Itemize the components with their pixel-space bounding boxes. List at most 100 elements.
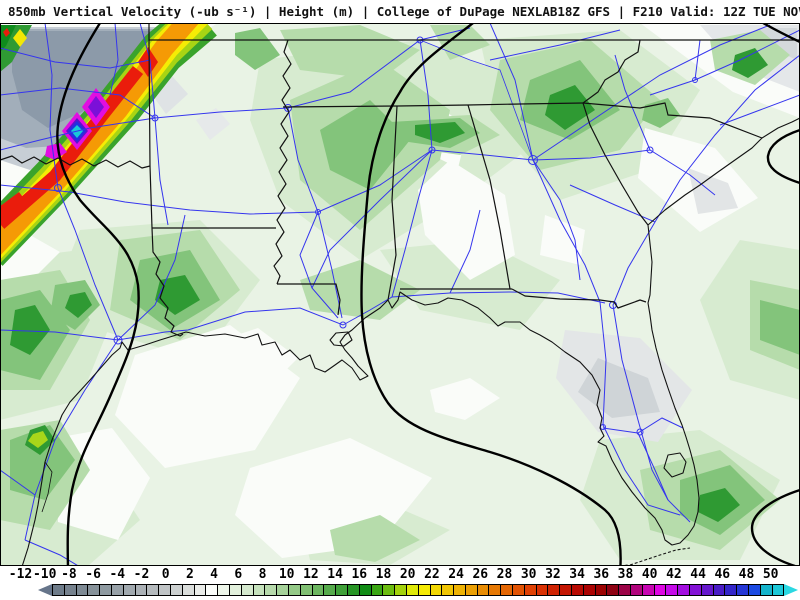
border-ga-fl bbox=[511, 288, 647, 309]
colorbar-cell bbox=[323, 585, 336, 595]
colorbar-cell bbox=[700, 585, 713, 595]
colorbar-tick: 10 bbox=[278, 567, 295, 582]
colorbar-cell bbox=[169, 585, 182, 595]
colorbar-tick: 32 bbox=[545, 567, 561, 582]
border-mississippi-river bbox=[273, 39, 292, 285]
border-nc-sc bbox=[582, 102, 763, 139]
colorbar-cell bbox=[736, 585, 749, 595]
colorbar-tick: 44 bbox=[690, 567, 706, 582]
colorbar-cell bbox=[665, 585, 678, 595]
colorbar-cell bbox=[618, 585, 631, 595]
colorbar-cell bbox=[630, 585, 642, 595]
colorbar-tick: 16 bbox=[351, 567, 368, 582]
colorbar-cell bbox=[653, 585, 666, 595]
colorbar-cell bbox=[63, 585, 76, 595]
lake-pontchartrain bbox=[329, 331, 353, 347]
colorbar-cell bbox=[394, 585, 406, 595]
colorbar-left-arrow bbox=[38, 584, 52, 596]
colorbar-cell bbox=[464, 585, 477, 595]
colorbar-cell bbox=[677, 585, 690, 595]
title-bar: 850mb Vertical Velocity (-ub s⁻¹) | Heig… bbox=[0, 0, 800, 23]
colorbar-area: -12 -10 -8 -6 -4 -2 0 2 4 6 8 10 12 14 16 18 20 22 24 26 28 3… bbox=[0, 566, 800, 600]
colorbar-cell bbox=[453, 585, 465, 595]
border-ga-sc bbox=[582, 102, 649, 226]
colorbar-tick: 34 bbox=[569, 567, 585, 582]
border-ms-al bbox=[387, 105, 398, 301]
colorbar-cell bbox=[500, 585, 513, 595]
colorbar-cell bbox=[689, 585, 701, 595]
border-tx-ok bbox=[0, 155, 151, 169]
colorbar-cell bbox=[99, 585, 111, 595]
colorbar-cell bbox=[122, 585, 135, 595]
colorbar-tick: 20 bbox=[399, 567, 416, 582]
colorbar-cell bbox=[181, 585, 194, 595]
colorbar-tick: 28 bbox=[496, 567, 513, 582]
border-nc-tn bbox=[582, 39, 641, 104]
colorbar-cell bbox=[488, 585, 501, 595]
colorbar-tick: 12 bbox=[303, 567, 319, 582]
colorbar-cell bbox=[405, 585, 418, 595]
vertical-velocity-shading bbox=[0, 0, 800, 573]
colorbar-cell bbox=[264, 585, 277, 595]
colorbar-cell bbox=[582, 585, 595, 595]
colorbar-tick: 2 bbox=[185, 567, 194, 582]
colorbar-cell bbox=[771, 585, 784, 595]
border-la-ms bbox=[277, 283, 341, 316]
colorbar-right-arrow bbox=[784, 584, 798, 596]
colorbar-tick: 8 bbox=[258, 567, 267, 582]
colorbar-cell bbox=[571, 585, 583, 595]
colorbar bbox=[0, 584, 800, 597]
colorbar-tick: 40 bbox=[641, 567, 658, 582]
model-run-valid-time: 18Z GFS | F210 Valid: 12Z TUE NOV 25 202… bbox=[557, 4, 800, 19]
height-contours bbox=[56, 21, 800, 574]
colorbar-cell bbox=[299, 585, 312, 595]
colorbar-cell bbox=[712, 585, 725, 595]
colorbar-tick: 22 bbox=[424, 567, 440, 582]
colorbar-cell bbox=[75, 585, 88, 595]
colorbar-tick: 14 bbox=[327, 567, 343, 582]
colorbar-cell bbox=[358, 585, 371, 595]
border-tx-la bbox=[151, 227, 184, 337]
colorbar-cell bbox=[594, 585, 607, 595]
colorbar-cell bbox=[228, 585, 241, 595]
colorbar-cell bbox=[441, 585, 454, 595]
colorbar-cell bbox=[641, 585, 654, 595]
strong-lift-band bbox=[0, 0, 217, 266]
colorbar-cell bbox=[276, 585, 288, 595]
border-ok-ar bbox=[148, 23, 153, 229]
colorbar-cell bbox=[287, 585, 300, 595]
colorbar-tick: 6 bbox=[234, 567, 243, 582]
colorbar-tick: 4 bbox=[210, 567, 219, 582]
colorbar-cell bbox=[606, 585, 619, 595]
colorbar-cell bbox=[370, 585, 383, 595]
colorbar-tick: 42 bbox=[666, 567, 682, 582]
colorbar-cell bbox=[87, 585, 100, 595]
colorbar-tick-labels: -12 -10 -8 -6 -4 -2 0 2 4 6 8 10 12 14 16 18 20 22 24 26 28 3… bbox=[0, 567, 800, 582]
colorbar-cell bbox=[748, 585, 760, 595]
colorbar-cell bbox=[429, 585, 442, 595]
colorbar-cell bbox=[335, 585, 347, 595]
lake-okeechobee bbox=[663, 452, 687, 478]
colorbar-cell bbox=[193, 585, 206, 595]
map-area bbox=[0, 0, 800, 574]
colorbar-tick: -4 bbox=[109, 567, 126, 582]
colorbar-cell bbox=[759, 585, 772, 595]
colorbar-tick: -10 bbox=[32, 567, 57, 582]
colorbar-tick: 24 bbox=[448, 567, 464, 582]
product-title: 850mb Vertical Velocity (-ub s⁻¹) | Heig… bbox=[8, 4, 558, 19]
colorbar-cell bbox=[252, 585, 265, 595]
colorbar-tick: 50 bbox=[762, 567, 779, 582]
state-borders bbox=[0, 23, 800, 337]
colorbar-cell bbox=[476, 585, 489, 595]
colorbar-tick: 36 bbox=[593, 567, 610, 582]
colorbar-cell bbox=[205, 585, 218, 595]
colorbar-tick: 18 bbox=[375, 567, 392, 582]
colorbar-tick: -6 bbox=[85, 567, 101, 582]
colorbar-cell bbox=[523, 585, 536, 595]
colorbar-cell bbox=[134, 585, 147, 595]
colorbar-tick: 38 bbox=[617, 567, 634, 582]
map-svg bbox=[0, 0, 800, 574]
colorbar-tick: 30 bbox=[520, 567, 537, 582]
colorbar-tick: -8 bbox=[61, 567, 77, 582]
colorbar-cell bbox=[346, 585, 359, 595]
